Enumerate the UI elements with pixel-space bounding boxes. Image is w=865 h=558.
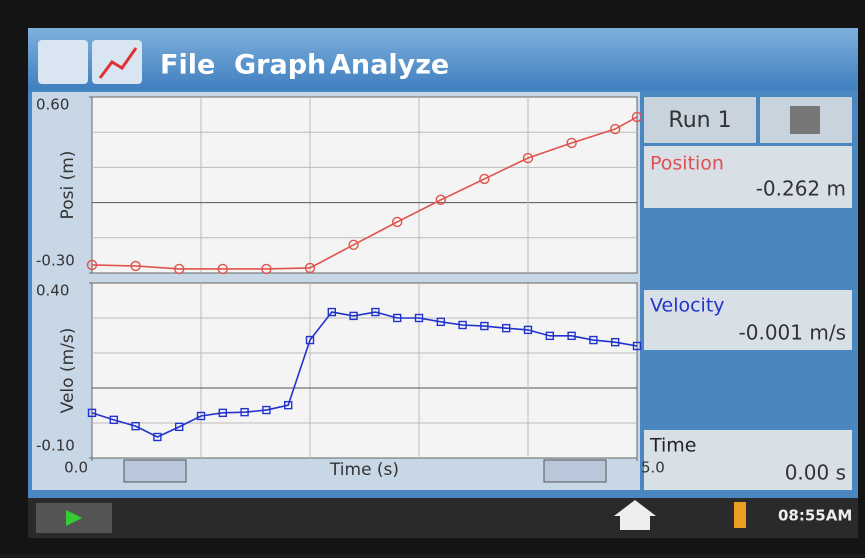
battery-icon bbox=[734, 502, 746, 528]
plots: 0.60 -0.30 Posi (m) 0.40 -0.10 0.0 5.0 Time (s)… bbox=[36, 96, 665, 483]
save-icon bbox=[790, 106, 820, 134]
plot-area bbox=[92, 283, 637, 458]
clock: 08:55AM bbox=[778, 507, 852, 525]
menu-item[interactable]: Graph bbox=[234, 50, 326, 81]
meter-value: -0.262 m bbox=[756, 177, 846, 201]
y-tick-label: -0.30 bbox=[36, 252, 75, 270]
plot-area bbox=[92, 97, 637, 273]
x-tick-label: 0.0 bbox=[64, 459, 88, 477]
x-tick-label: 5.0 bbox=[641, 459, 665, 477]
meter-name: Time bbox=[649, 435, 697, 457]
page: File Graph Analyze Run 1 Position -0.262… bbox=[0, 0, 865, 554]
y-tick-label: 0.40 bbox=[36, 282, 69, 300]
meter-value: 0.00 s bbox=[785, 461, 846, 485]
scroll-right[interactable] bbox=[544, 460, 606, 482]
menu-item[interactable]: File bbox=[160, 50, 215, 81]
scroll-left[interactable] bbox=[124, 460, 186, 482]
y-axis-label: Velo (m/s) bbox=[58, 328, 78, 414]
screen: File Graph Analyze Run 1 Position -0.262… bbox=[0, 0, 865, 554]
y-tick-label: -0.10 bbox=[36, 437, 75, 455]
y-tick-label: 0.60 bbox=[36, 96, 69, 114]
meter-tab[interactable] bbox=[38, 40, 88, 84]
x-axis-label: Time (s) bbox=[329, 460, 399, 480]
meter-name: Position bbox=[650, 153, 724, 175]
meter-value: -0.001 m/s bbox=[739, 321, 846, 345]
meter-name: Velocity bbox=[650, 295, 725, 317]
menu-item[interactable]: Analyze bbox=[330, 50, 449, 81]
status-bar bbox=[28, 498, 858, 538]
y-axis-label: Posi (m) bbox=[58, 151, 78, 220]
run-label: Run 1 bbox=[668, 108, 731, 133]
